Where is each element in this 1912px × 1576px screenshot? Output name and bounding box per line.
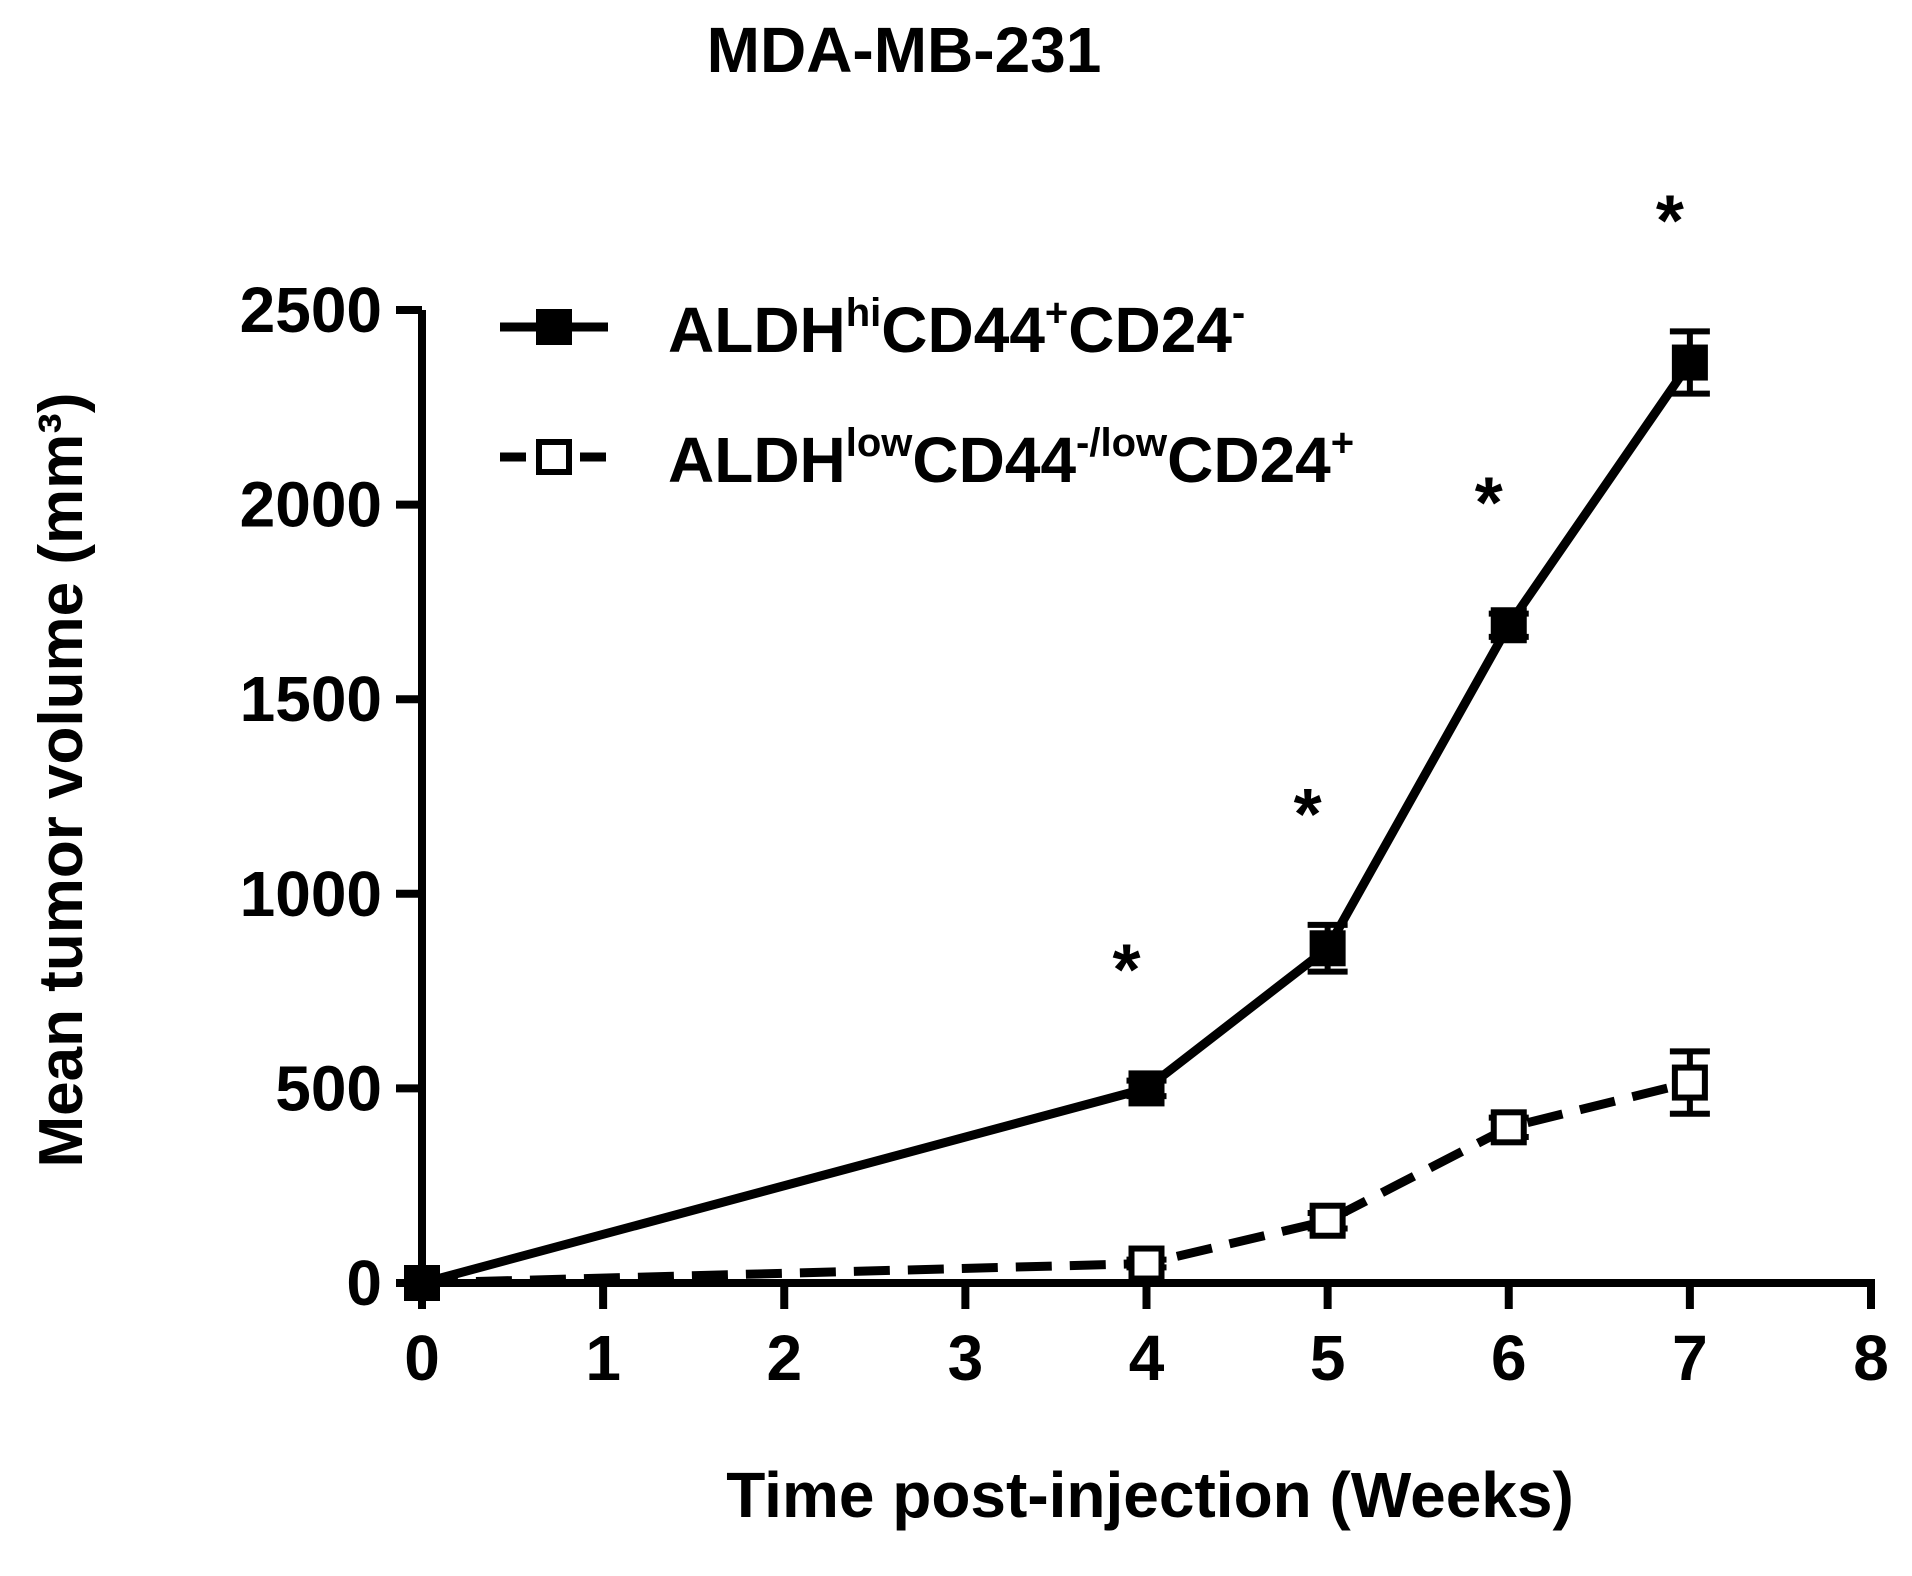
- legend-label-superscript: -/low: [1076, 421, 1168, 465]
- y-tick-label: 1500: [240, 663, 382, 735]
- y-tick-label: 2500: [240, 274, 382, 346]
- legend-label-superscript: hi: [846, 291, 882, 335]
- y-axis-label: Mean tumor volume (mm³): [27, 392, 96, 1167]
- x-tick-label: 3: [948, 1322, 984, 1394]
- x-tick-label: 5: [1310, 1322, 1346, 1394]
- data-point: [1671, 1064, 1708, 1101]
- data-point: [1309, 1202, 1346, 1239]
- y-axis-label-group: Mean tumor volume (mm³): [27, 392, 96, 1167]
- legend-label-superscript: +: [1331, 421, 1354, 465]
- x-tick-label: 1: [585, 1322, 621, 1394]
- x-tick-label: 6: [1491, 1322, 1527, 1394]
- series-layer: * * * *: [404, 181, 1710, 1301]
- legend-label-superscript: -: [1232, 291, 1245, 335]
- legend-entry-1: ALDHlowCD44-/lowCD24+: [500, 421, 1354, 496]
- x-tick-label: 2: [766, 1322, 802, 1394]
- data-point: [1671, 344, 1708, 381]
- data-point: [1490, 1109, 1527, 1146]
- x-tick-label: 4: [1129, 1322, 1165, 1394]
- legend-label: ALDHhiCD44+CD24-: [668, 291, 1245, 366]
- significance-marker: *: [1112, 931, 1140, 1011]
- y-tick-label: 2000: [240, 469, 382, 541]
- legend-label-text: ALDH: [668, 424, 846, 496]
- legend-entry-0: ALDHhiCD44+CD24-: [500, 291, 1245, 366]
- data-point: [1490, 607, 1527, 644]
- series-0: * * * *: [404, 181, 1710, 1301]
- x-tick-label: 8: [1853, 1322, 1889, 1394]
- y-tick-label: 0: [346, 1247, 382, 1319]
- x-axis-label: Time post-injection (Weeks): [726, 1459, 1574, 1531]
- legend-marker: [536, 309, 572, 345]
- chart-title: MDA-MB-231: [707, 14, 1102, 86]
- axes: 0 500 1000 1500 2000 2500 0 1 2 3 4 5 6 7 8: [240, 274, 1889, 1394]
- y-tick-label: 1000: [240, 858, 382, 930]
- legend-label-superscript: +: [1045, 291, 1068, 335]
- significance-marker: *: [1475, 464, 1503, 544]
- data-point: [404, 1265, 440, 1301]
- legend-label-text: CD24: [1068, 294, 1232, 366]
- significance-marker: *: [1656, 181, 1684, 261]
- data-point: [1309, 930, 1346, 967]
- legend-label-text: CD24: [1167, 424, 1331, 496]
- x-tick-label: 0: [404, 1322, 440, 1394]
- legend: ALDHhiCD44+CD24-ALDHlowCD44-/lowCD24+: [500, 291, 1354, 496]
- legend-label-text: CD44: [881, 294, 1045, 366]
- legend-label-text: CD44: [912, 424, 1076, 496]
- significance-marker: *: [1294, 775, 1322, 855]
- x-tick-label: 7: [1672, 1322, 1708, 1394]
- data-point: [1128, 1245, 1165, 1282]
- legend-marker: [536, 439, 572, 475]
- legend-label: ALDHlowCD44-/lowCD24+: [668, 421, 1354, 496]
- data-point: [1128, 1070, 1165, 1107]
- legend-label-superscript: low: [846, 421, 914, 465]
- legend-label-text: ALDH: [668, 294, 846, 366]
- series-1: [404, 1048, 1710, 1301]
- y-tick-label: 500: [275, 1052, 382, 1124]
